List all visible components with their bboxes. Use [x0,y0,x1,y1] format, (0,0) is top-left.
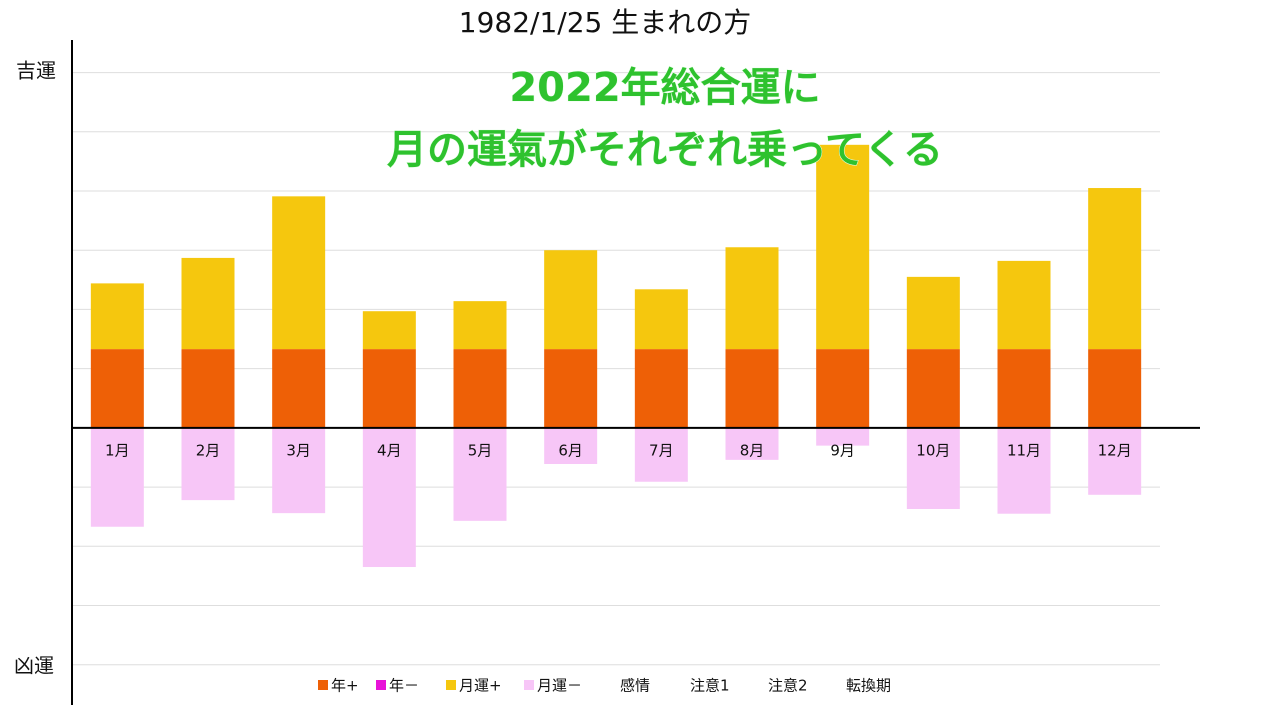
x-tick-label: 8月 [740,441,765,459]
bar-segment [816,427,870,446]
legend-label: 注意1 [690,677,730,695]
bar-segment [362,427,416,568]
legend-label: 年+ [331,677,359,695]
bar-segment [816,349,870,428]
x-tick-label: 11月 [1007,441,1041,459]
bar-segment [272,196,326,350]
bar-segment [453,301,507,350]
x-tick-label: 12月 [1098,441,1132,459]
bar-segment [816,144,870,350]
y-top-label: 吉運 [16,59,56,83]
bar-segment [725,247,779,350]
bar-segment [1088,427,1142,495]
bar-segment [906,276,960,350]
bar-segment [181,427,235,501]
chart-title: 1982/1/25 生まれの方 [459,6,751,39]
legend-swatch [376,680,386,690]
bar-segment [272,427,326,514]
legend-swatch [446,680,456,690]
bar-segment [544,427,598,464]
legend-label: 転換期 [846,677,891,695]
bar-segment [997,427,1051,514]
bar-segment [362,311,416,350]
x-tick-label: 5月 [468,441,493,459]
bar-segment [90,283,144,350]
x-tick-label: 1月 [105,441,130,459]
bar-segment [725,427,779,460]
bar-segment [90,349,144,428]
x-tick-label: 2月 [196,441,221,459]
bar-segment [181,349,235,428]
bar-segment [362,349,416,428]
legend-label: 注意2 [768,677,808,695]
bar-segment [544,250,598,350]
bar-segment [90,427,144,527]
bar-segment [1088,349,1142,428]
bar-segment [181,257,235,350]
bar-segment [906,349,960,428]
y-bottom-label: 凶運 [14,654,54,678]
legend-label: 感情 [620,677,650,695]
x-tick-label: 6月 [558,441,583,459]
annotation: 月の運氣がそれぞれ乗ってくる [387,127,943,173]
legend-label: 月運－ [537,677,582,695]
bar-segment [725,349,779,428]
bar-segment [634,289,688,350]
bar-segment [453,349,507,428]
legend-label: 月運+ [459,677,502,695]
bar-segment [453,427,507,521]
x-tick-label: 10月 [916,441,950,459]
bar-segment [997,260,1051,350]
annotation: 2022年総合運に [509,65,820,111]
x-tick-label: 7月 [649,441,674,459]
bar-segment [634,349,688,428]
bar-segment [634,427,688,482]
bar-segment [1088,188,1142,350]
bar-segment [272,349,326,428]
bar-segment [906,427,960,509]
bar-segment [997,349,1051,428]
bar-segment [544,349,598,428]
x-tick-label: 4月 [377,441,402,459]
legend-label: 年－ [389,677,419,695]
legend-swatch [524,680,534,690]
legend-swatch [318,680,328,690]
x-tick-label: 9月 [830,441,855,459]
x-tick-label: 3月 [286,441,311,459]
